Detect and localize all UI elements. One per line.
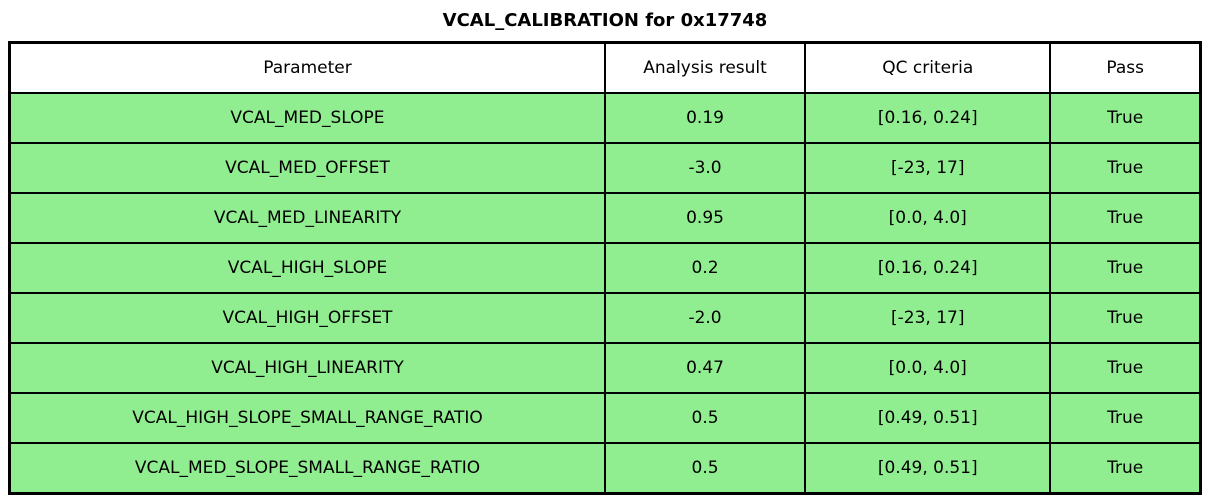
analysis-result-cell: -3.0 <box>603 142 807 194</box>
qc-criteria-cell: [0.16, 0.24] <box>804 92 1052 144</box>
parameter-cell: VCAL_MED_SLOPE_SMALL_RANGE_RATIO <box>8 442 606 495</box>
parameter-cell: VCAL_HIGH_LINEARITY <box>8 342 606 394</box>
header-row: Parameter Analysis result QC criteria Pa… <box>8 41 1202 94</box>
qc-results-table: Parameter Analysis result QC criteria Pa… <box>8 41 1202 495</box>
qc-criteria-cell: [-23, 17] <box>804 292 1052 344</box>
table-row: VCAL_MED_LINEARITY 0.95 [0.0, 4.0] True <box>8 192 1202 244</box>
qc-criteria-cell: [0.0, 4.0] <box>804 192 1052 244</box>
analysis-result-cell: -2.0 <box>603 292 807 344</box>
table-header: Parameter Analysis result QC criteria Pa… <box>8 41 1202 94</box>
parameter-cell: VCAL_MED_LINEARITY <box>8 192 606 244</box>
qc-criteria-cell: [-23, 17] <box>804 142 1052 194</box>
table-row: VCAL_HIGH_SLOPE_SMALL_RANGE_RATIO 0.5 [0… <box>8 392 1202 444</box>
parameter-cell: VCAL_MED_SLOPE <box>8 92 606 144</box>
table-row: VCAL_MED_SLOPE 0.19 [0.16, 0.24] True <box>8 92 1202 144</box>
analysis-result-cell: 0.5 <box>603 392 807 444</box>
pass-cell: True <box>1049 292 1202 344</box>
table-row: VCAL_HIGH_OFFSET -2.0 [-23, 17] True <box>8 292 1202 344</box>
analysis-result-cell: 0.5 <box>603 442 807 495</box>
qc-criteria-cell: [0.49, 0.51] <box>804 442 1052 495</box>
analysis-result-cell: 0.47 <box>603 342 807 394</box>
parameter-cell: VCAL_HIGH_SLOPE <box>8 242 606 294</box>
qc-criteria-cell: [0.49, 0.51] <box>804 392 1052 444</box>
analysis-result-cell: 0.2 <box>603 242 807 294</box>
pass-cell: True <box>1049 442 1202 495</box>
qc-criteria-cell: [0.0, 4.0] <box>804 342 1052 394</box>
page-title: VCAL_CALIBRATION for 0x17748 <box>442 9 768 31</box>
pass-cell: True <box>1049 392 1202 444</box>
parameter-cell: VCAL_HIGH_OFFSET <box>8 292 606 344</box>
pass-cell: True <box>1049 242 1202 294</box>
pass-cell: True <box>1049 142 1202 194</box>
pass-cell: True <box>1049 92 1202 144</box>
analysis-result-cell: 0.95 <box>603 192 807 244</box>
qc-criteria-cell: [0.16, 0.24] <box>804 242 1052 294</box>
table-row: VCAL_MED_OFFSET -3.0 [-23, 17] True <box>8 142 1202 194</box>
header-qc-criteria: QC criteria <box>804 41 1052 94</box>
pass-cell: True <box>1049 192 1202 244</box>
table-row: VCAL_MED_SLOPE_SMALL_RANGE_RATIO 0.5 [0.… <box>8 442 1202 495</box>
header-analysis-result: Analysis result <box>603 41 807 94</box>
table-row: VCAL_HIGH_SLOPE 0.2 [0.16, 0.24] True <box>8 242 1202 294</box>
table-row: VCAL_HIGH_LINEARITY 0.47 [0.0, 4.0] True <box>8 342 1202 394</box>
analysis-result-cell: 0.19 <box>603 92 807 144</box>
parameter-cell: VCAL_HIGH_SLOPE_SMALL_RANGE_RATIO <box>8 392 606 444</box>
header-pass: Pass <box>1049 41 1202 94</box>
table-body: VCAL_MED_SLOPE 0.19 [0.16, 0.24] True VC… <box>8 92 1202 495</box>
parameter-cell: VCAL_MED_OFFSET <box>8 142 606 194</box>
pass-cell: True <box>1049 342 1202 394</box>
header-parameter: Parameter <box>8 41 606 94</box>
